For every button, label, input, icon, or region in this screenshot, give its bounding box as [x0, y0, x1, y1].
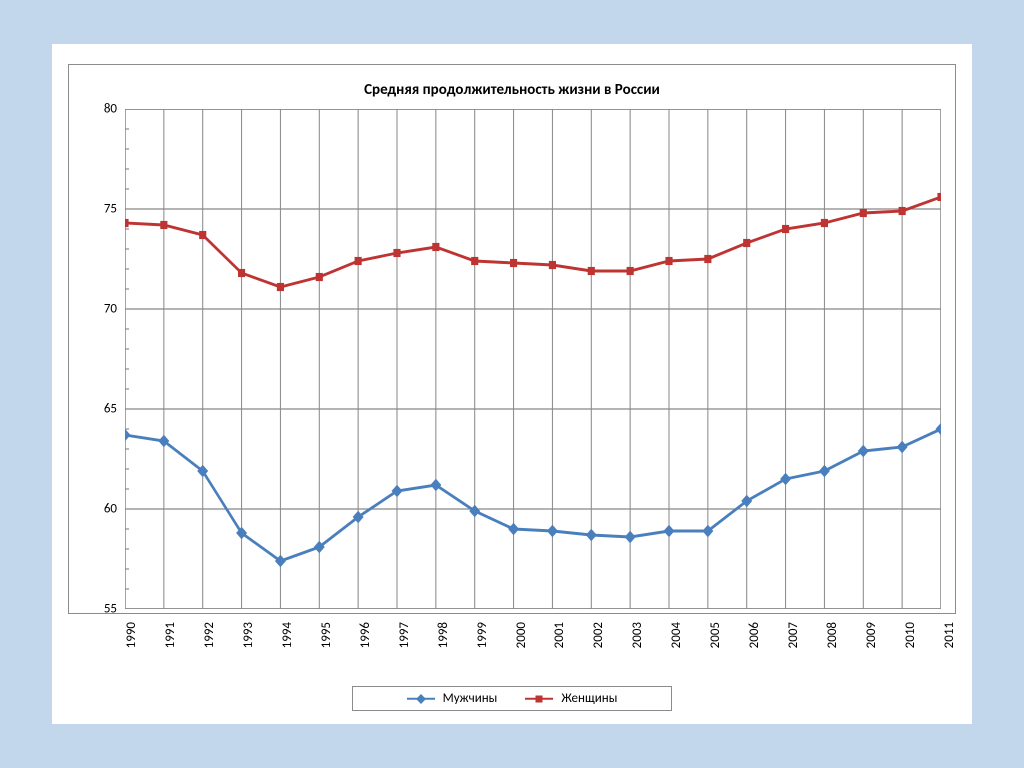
y-tick-label: 55 [104, 602, 117, 617]
y-tick-label: 70 [104, 302, 117, 317]
chart-outer-box: Средняя продолжительность жизни в России… [68, 64, 956, 614]
x-tick-label: 1991 [163, 622, 178, 648]
legend: Мужчины Женщины [352, 686, 672, 711]
plot-area [125, 109, 941, 609]
x-tick-label: 1993 [241, 622, 256, 648]
x-tick-label: 1997 [397, 622, 412, 648]
square-icon [536, 695, 543, 702]
legend-label-men: Мужчины [443, 691, 498, 706]
legend-swatch-men [407, 692, 435, 706]
x-tick-label: 1990 [124, 622, 139, 648]
y-tick-label: 60 [104, 502, 117, 517]
legend-label-women: Женщины [561, 691, 617, 706]
x-tick-label: 2007 [786, 622, 801, 648]
x-tick-label: 1999 [475, 622, 490, 648]
diamond-icon [416, 694, 426, 704]
x-tick-label: 2000 [514, 622, 529, 648]
x-axis-labels: 1990 1991 1992 1993 1994 1995 1996 1997 1998 1999… [124, 616, 942, 676]
x-tick-label: 2005 [708, 622, 723, 648]
y-axis: 556065707580 [69, 109, 125, 609]
x-tick-label: 1995 [319, 622, 334, 648]
x-tick-label: 1992 [202, 622, 217, 648]
x-tick-label: 2010 [903, 622, 918, 648]
legend-item-men: Мужчины [407, 691, 498, 706]
chart-frame: Средняя продолжительность жизни в России… [52, 44, 972, 724]
chart-row: 556065707580 [69, 109, 955, 613]
x-tick-label: 2011 [942, 622, 957, 648]
x-tick-label: 1994 [280, 622, 295, 648]
x-tick-label: 2008 [825, 622, 840, 648]
y-tick-label: 75 [104, 202, 117, 217]
y-tick-label: 80 [104, 102, 117, 117]
legend-item-women: Женщины [525, 691, 617, 706]
y-tick-label: 65 [104, 402, 117, 417]
x-tick-label: 2006 [747, 622, 762, 648]
x-tick-label: 1998 [436, 622, 451, 648]
x-tick-label: 2002 [591, 622, 606, 648]
x-tick-label: 2009 [864, 622, 879, 648]
x-tick-label: 2003 [630, 622, 645, 648]
legend-swatch-women [525, 692, 553, 706]
x-tick-label: 2001 [552, 622, 567, 648]
chart-title: Средняя продолжительность жизни в России [69, 65, 955, 109]
x-tick-label: 2004 [669, 622, 684, 648]
x-tick-label: 1996 [358, 622, 373, 648]
